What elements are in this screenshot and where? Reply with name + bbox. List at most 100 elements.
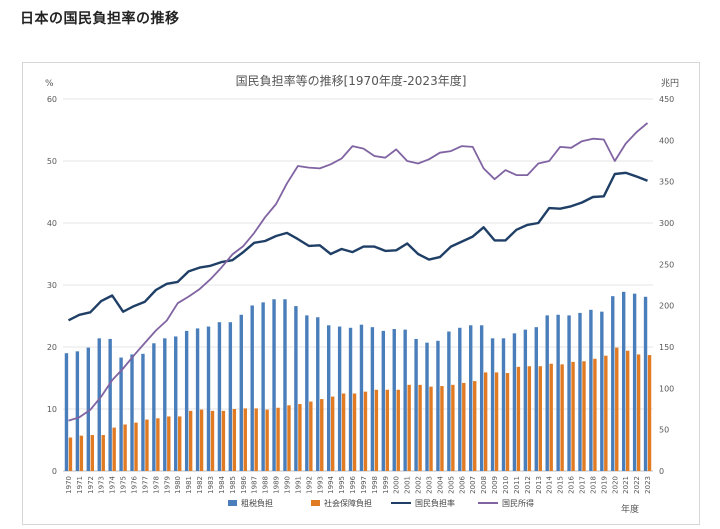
social-security-bar-1971 bbox=[79, 435, 84, 471]
x-tick-label-2007: 2007 bbox=[469, 476, 477, 494]
x-tick-label-2013: 2013 bbox=[535, 476, 543, 494]
x-tick-label-2021: 2021 bbox=[622, 476, 630, 494]
social-security-bar-2013 bbox=[538, 366, 542, 471]
tax-burden-bar-1980 bbox=[174, 336, 178, 471]
x-tick-label-1972: 1972 bbox=[87, 476, 95, 494]
x-tick-label-1985: 1985 bbox=[229, 476, 237, 494]
social-security-bar-1976 bbox=[134, 422, 138, 471]
x-tick-label-2015: 2015 bbox=[557, 476, 565, 494]
x-axis-label: 年度 bbox=[621, 503, 639, 515]
tax-burden-bar-2009 bbox=[490, 338, 495, 471]
social-security-bar-2023 bbox=[647, 355, 652, 471]
tax-burden-bar-1999 bbox=[381, 330, 386, 471]
tax-burden-bar-1982 bbox=[195, 328, 200, 471]
social-security-bar-1984 bbox=[221, 410, 226, 471]
tax-burden-bar-1975 bbox=[119, 357, 123, 471]
tax-burden-bar-2018 bbox=[589, 309, 593, 471]
x-tick-label-2019: 2019 bbox=[600, 476, 608, 494]
bar-series-group bbox=[64, 291, 652, 471]
tax-burden-bar-1976 bbox=[130, 354, 134, 471]
tax-burden-bar-1994 bbox=[326, 325, 331, 471]
x-tick-label-1974: 1974 bbox=[109, 475, 117, 493]
tax-burden-bar-2023 bbox=[643, 296, 648, 471]
left-axis-unit: % bbox=[45, 79, 54, 89]
tax-burden-bar-1990 bbox=[283, 299, 287, 471]
tax-burden-bar-2012 bbox=[523, 329, 528, 471]
social-security-bar-1982 bbox=[199, 409, 204, 471]
left-tick-label: 10 bbox=[47, 405, 57, 414]
social-security-bar-2011 bbox=[516, 366, 521, 471]
national-burden-rate-line bbox=[67, 171, 648, 322]
tax-burden-bar-1971 bbox=[75, 351, 80, 471]
social-security-bar-2000 bbox=[396, 389, 400, 471]
tax-burden-bar-2003 bbox=[425, 342, 429, 471]
social-security-bar-2003 bbox=[429, 386, 433, 471]
x-tick-label-1979: 1979 bbox=[163, 476, 171, 494]
social-security-bar-1983 bbox=[210, 410, 215, 471]
tax-burden-bar-2016 bbox=[567, 315, 571, 471]
social-security-bar-2012 bbox=[527, 366, 532, 471]
right-tick-label: 350 bbox=[659, 178, 674, 187]
tax-burden-bar-2006 bbox=[458, 327, 462, 471]
tax-burden-bar-2019 bbox=[600, 311, 604, 471]
chart-canvas: 国民負担率等の推移[1970年度-2023年度] % 兆円 年度 0 10 20 30… bbox=[45, 73, 679, 515]
x-tick-label-1982: 1982 bbox=[196, 476, 204, 494]
tax-burden-bar-2001 bbox=[403, 329, 407, 471]
x-tick-label-2020: 2020 bbox=[611, 476, 619, 494]
x-tick-label-1973: 1973 bbox=[98, 476, 106, 494]
tax-burden-bar-1989 bbox=[272, 299, 276, 471]
tax-burden-bar-1997 bbox=[359, 324, 364, 471]
social-security-bar-2002 bbox=[418, 384, 422, 471]
social-security-bar-2017 bbox=[582, 361, 586, 471]
tax-burden-bar-1985 bbox=[228, 322, 233, 471]
x-tick-label-2003: 2003 bbox=[426, 476, 434, 494]
social-security-bar-2001 bbox=[407, 384, 411, 471]
tax-burden-bar-2021 bbox=[621, 291, 626, 471]
legend-tax-burden-label: 租税負担 bbox=[241, 498, 273, 508]
tax-burden-bar-2015 bbox=[556, 314, 560, 471]
x-tick-label-1989: 1989 bbox=[273, 476, 281, 494]
tax-burden-bar-2011 bbox=[512, 333, 517, 471]
right-tick-label: 250 bbox=[659, 260, 674, 269]
x-tick-label-2018: 2018 bbox=[589, 476, 597, 494]
social-security-bar-1995 bbox=[341, 393, 346, 471]
x-tick-label-1976: 1976 bbox=[131, 475, 139, 493]
social-security-bar-2014 bbox=[549, 363, 553, 471]
right-tick-label: 450 bbox=[659, 95, 674, 104]
social-security-bar-2004 bbox=[440, 386, 444, 471]
right-axis-ticks: 0 50 100 150 200 250 300 350 400 450 bbox=[659, 95, 674, 476]
social-security-bar-2010 bbox=[505, 373, 510, 471]
x-tick-label-1983: 1983 bbox=[207, 476, 215, 494]
social-security-bar-1973 bbox=[101, 435, 105, 471]
right-axis-unit: 兆円 bbox=[661, 78, 679, 89]
social-security-bar-2019 bbox=[604, 355, 608, 471]
tax-burden-bar-1996 bbox=[348, 327, 353, 471]
x-tick-label-1978: 1978 bbox=[152, 476, 160, 494]
tax-burden-bar-2017 bbox=[578, 312, 582, 471]
tax-burden-bar-1998 bbox=[370, 327, 375, 471]
x-tick-label-1994: 1994 bbox=[327, 475, 335, 493]
national-income-line bbox=[68, 122, 649, 422]
tax-burden-bar-1987 bbox=[250, 305, 254, 471]
x-tick-label-1993: 1993 bbox=[316, 476, 324, 494]
x-tick-label-1999: 1999 bbox=[382, 476, 390, 494]
social-security-bar-1998 bbox=[374, 389, 379, 471]
x-tick-label-2001: 2001 bbox=[404, 476, 412, 494]
social-security-bar-1994 bbox=[330, 396, 335, 471]
x-tick-label-2010: 2010 bbox=[502, 476, 510, 494]
x-tick-label-1981: 1981 bbox=[185, 476, 193, 494]
social-security-bar-2018 bbox=[593, 358, 597, 471]
social-security-bar-1988 bbox=[265, 409, 269, 471]
social-security-bar-1989 bbox=[276, 407, 280, 471]
x-tick-label-2008: 2008 bbox=[480, 476, 488, 494]
x-tick-label-1995: 1995 bbox=[338, 476, 346, 494]
page-title: 日本の国民負担率の推移 bbox=[20, 11, 180, 27]
social-security-bar-2008 bbox=[483, 372, 488, 471]
x-tick-label-2000: 2000 bbox=[393, 476, 401, 494]
social-security-bar-1997 bbox=[363, 391, 368, 471]
social-security-bar-2007 bbox=[473, 381, 477, 471]
tax-burden-bar-2000 bbox=[392, 329, 396, 471]
social-security-bar-1999 bbox=[385, 389, 390, 471]
tax-burden-bar-2004 bbox=[436, 340, 440, 471]
social-security-bar-2022 bbox=[636, 354, 641, 471]
